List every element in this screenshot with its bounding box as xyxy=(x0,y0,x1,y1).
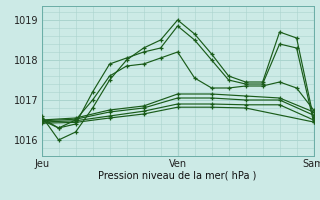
X-axis label: Pression niveau de la mer( hPa ): Pression niveau de la mer( hPa ) xyxy=(99,170,257,180)
